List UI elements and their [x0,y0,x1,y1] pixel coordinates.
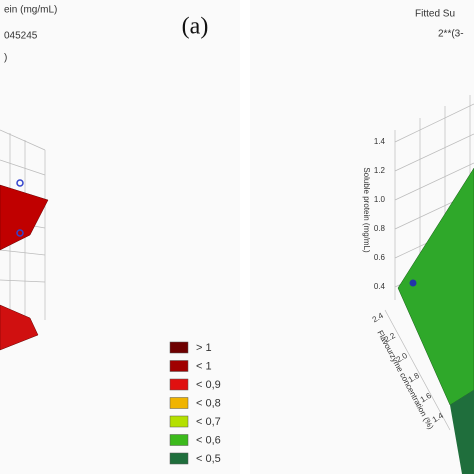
legend-swatch [169,397,189,409]
surface [450,390,474,474]
legend-label: < 0,8 [196,397,221,409]
legend-label: > 1 [196,342,212,354]
panel-title: Fitted Su [415,9,455,20]
legend-label: < 0,5 [196,453,221,465]
data-point [16,229,24,237]
panel-title: ein (mg/mL) [4,5,57,16]
panel-title: 045245 [4,31,38,42]
panel-title: ) [4,53,7,64]
panel-title: 2**(3- [438,29,464,40]
left-panel [0,0,240,474]
legend: > 1 < 1 < 0,9 < 0,8 < 0,7 < 0,6 < 0,5 [169,341,221,465]
legend-label: < 1 [196,360,212,372]
legend-swatch [169,434,189,446]
legend-swatch [169,360,189,372]
z-axis-title: Soluble protein (mg/mL) [362,167,371,253]
surface [0,304,39,351]
z-tick-label: 1.4 [374,137,386,146]
legend-swatch [169,378,189,391]
z-tick-label: 1.0 [374,195,386,204]
data-point [16,179,24,187]
legend-swatch [169,341,189,354]
legend-label: < 0,9 [196,379,221,391]
legend-swatch [169,415,189,428]
surface [397,167,474,406]
z-tick-label: 0.6 [374,253,386,262]
panel-label: (a) [182,14,209,40]
legend-label: < 0,6 [196,434,221,446]
data-point [409,279,417,287]
z-tick-label: 1.2 [374,166,386,175]
z-tick-label: 0.4 [374,282,386,291]
z-tick-label: 0.8 [374,224,386,233]
surface [0,184,49,251]
legend-swatch [169,452,189,465]
legend-label: < 0,7 [196,416,221,428]
